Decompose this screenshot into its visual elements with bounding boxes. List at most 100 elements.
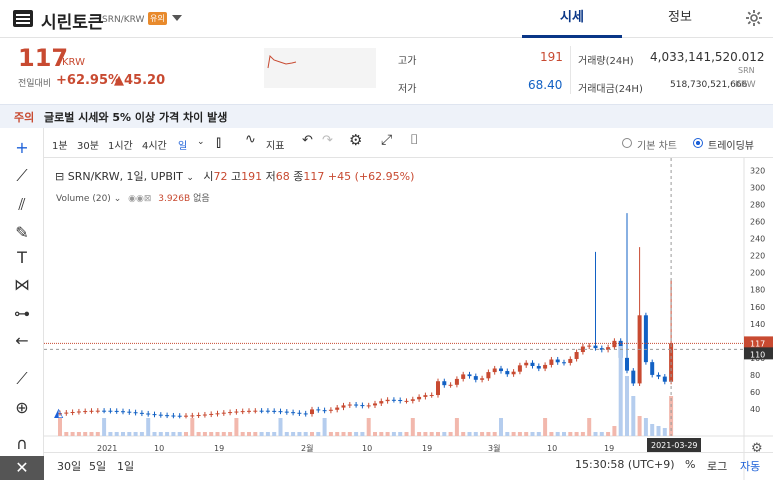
y-tick-label: 320 — [750, 167, 765, 176]
y-tick-label: 180 — [750, 286, 765, 295]
x-tick-label: 19 — [422, 444, 432, 453]
interval-day[interactable]: 일 — [178, 141, 188, 152]
indicator-icon[interactable]: ∿ — [245, 132, 256, 147]
volume-bar — [310, 432, 314, 436]
trading-view-radio[interactable] — [693, 138, 703, 148]
volume-visibility-icons[interactable]: ◉◉⊠ — [128, 194, 152, 204]
arrow-tool-icon[interactable]: ← — [15, 331, 29, 350]
candle-body — [297, 412, 302, 414]
candle-body — [64, 412, 69, 414]
candle-body — [631, 370, 636, 384]
magnet-icon[interactable]: ∩ — [16, 434, 28, 453]
current-price: 117 — [18, 44, 69, 72]
coin-logo-icon — [13, 10, 33, 27]
volume-dropdown-icon[interactable]: ⌄ — [113, 194, 122, 204]
volume-bar — [335, 432, 340, 436]
tab-info[interactable]: 정보 — [668, 10, 692, 25]
fullscreen-icon[interactable]: ⤢ — [381, 132, 393, 148]
candle-body — [366, 405, 371, 407]
candle-type-icon[interactable]: ⫾ — [216, 132, 222, 151]
cross-price-tag-bg — [744, 347, 773, 360]
interval-4h[interactable]: 4시간 — [142, 141, 167, 152]
brush-tool-icon[interactable]: ✎ — [15, 223, 29, 242]
candle-body — [643, 315, 648, 363]
camera-icon[interactable]: ⌷ — [410, 132, 419, 148]
y-tick-label: 140 — [750, 320, 765, 329]
volume-bar — [202, 432, 207, 436]
candle-body — [656, 374, 661, 377]
candle-body — [555, 359, 560, 363]
auto-toggle[interactable]: 자동 — [740, 460, 761, 473]
volume-bar — [517, 432, 522, 436]
candle-body — [202, 414, 207, 416]
volume-bar — [139, 432, 144, 436]
bottom-bar — [44, 452, 773, 480]
warning-badge: 유의 — [148, 12, 167, 25]
range-30d[interactable]: 30일 — [57, 460, 82, 473]
interval-dropdown-icon[interactable]: ⌄ — [197, 137, 205, 147]
legend-dropdown-icon[interactable]: ⌄ — [186, 173, 194, 183]
volume-bar — [410, 418, 415, 436]
candle-body — [102, 410, 107, 412]
y-tick-label: 240 — [750, 235, 765, 244]
volume-bar — [341, 432, 346, 436]
volume-bar — [165, 432, 170, 436]
range-5d[interactable]: 5일 — [89, 460, 107, 473]
y-tick-label: 160 — [750, 303, 765, 312]
volume-bar — [184, 432, 188, 436]
legend-collapse-icon[interactable]: ⊟ — [55, 170, 65, 183]
y-tick-label: 280 — [750, 201, 765, 210]
high-label-chart: 고 — [231, 170, 242, 183]
pattern-tool-icon[interactable]: ⋈ — [14, 275, 30, 294]
chart-settings-icon[interactable]: ⚙ — [349, 131, 363, 149]
trendline-tool-icon[interactable]: ⟋ — [16, 166, 28, 185]
price-chart[interactable]: 4060801001201401601802002202402602803003… — [44, 158, 773, 480]
volume-indicator-label[interactable]: Volume (20) — [56, 194, 111, 204]
volume-bar — [662, 428, 667, 436]
volume-bar — [234, 418, 239, 436]
volume-bar — [76, 432, 81, 436]
candle-body — [650, 362, 655, 375]
eraser-icon[interactable]: ✕ — [0, 456, 44, 480]
candle-body — [454, 378, 459, 385]
volume-bar — [562, 432, 566, 436]
candle-body — [76, 411, 81, 413]
volume-bar — [265, 432, 270, 436]
volume-bar — [631, 396, 636, 436]
candle-body — [442, 381, 447, 386]
interval-1m[interactable]: 1분 — [52, 141, 68, 152]
log-toggle[interactable]: 로그 — [707, 460, 728, 473]
volume-bar — [284, 432, 289, 436]
axis-settings-icon[interactable]: ⚙ — [751, 441, 763, 456]
interval-30m[interactable]: 30분 — [77, 141, 99, 152]
fib-tool-icon[interactable]: ⫽ — [18, 195, 26, 214]
measure-tool-icon[interactable]: ⊶ — [14, 304, 30, 323]
indicator-button[interactable]: 지표 — [266, 141, 285, 152]
candle-body — [177, 415, 182, 417]
undo-icon[interactable]: ↶ — [302, 133, 313, 148]
ruler-tool-icon[interactable]: ⟋ — [16, 369, 28, 388]
volume-bar — [354, 432, 359, 436]
tab-market[interactable]: 시세 — [522, 0, 622, 38]
redo-icon[interactable]: ↷ — [322, 133, 333, 148]
coin-dropdown-icon[interactable] — [172, 15, 182, 21]
crosshair-tool-icon[interactable]: + — [15, 138, 29, 157]
legend-symbol[interactable]: SRN/KRW, 1일, UPBIT — [67, 170, 183, 183]
volume-bar — [524, 432, 529, 436]
range-1d[interactable]: 1일 — [117, 460, 135, 473]
candle-body — [417, 396, 422, 400]
text-tool-icon[interactable]: T — [17, 248, 27, 267]
interval-1h[interactable]: 1시간 — [108, 141, 133, 152]
basic-chart-radio[interactable] — [622, 138, 632, 148]
settings-gear-icon[interactable] — [744, 8, 764, 28]
volume-bar — [448, 432, 453, 436]
candle-body — [127, 411, 132, 413]
candle-body — [505, 371, 510, 375]
candle-body — [209, 413, 214, 415]
timezone-clock[interactable]: 15:30:58 (UTC+9) — [575, 458, 675, 471]
price-unit: KRW — [62, 57, 85, 68]
volume-bar — [215, 432, 220, 436]
percent-toggle[interactable]: % — [685, 458, 696, 471]
volume-bar — [650, 424, 655, 436]
zoom-in-icon[interactable]: ⊕ — [15, 398, 29, 417]
